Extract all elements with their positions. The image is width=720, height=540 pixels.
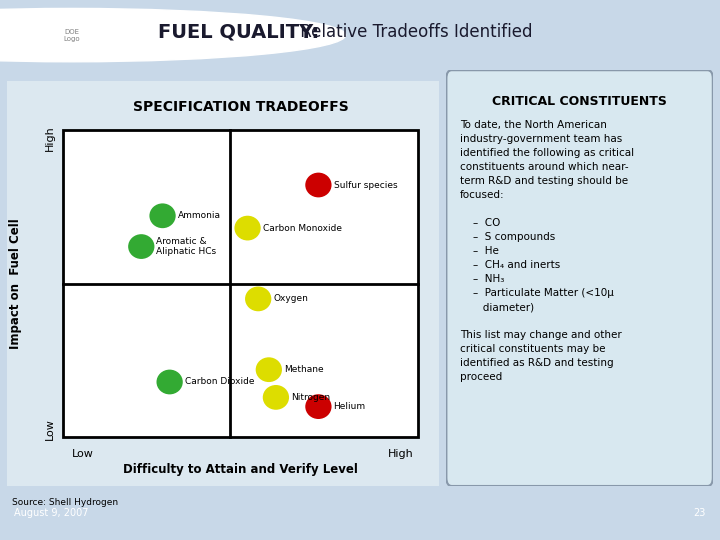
Text: Carbon Dioxide: Carbon Dioxide bbox=[185, 377, 254, 387]
Text: DOE
Logo: DOE Logo bbox=[63, 29, 81, 42]
Circle shape bbox=[129, 235, 153, 258]
Circle shape bbox=[158, 370, 181, 393]
Text: Helium: Helium bbox=[333, 402, 366, 411]
Text: Aromatic &
Aliphatic HCs: Aromatic & Aliphatic HCs bbox=[156, 237, 217, 256]
Circle shape bbox=[306, 174, 330, 197]
FancyBboxPatch shape bbox=[63, 130, 418, 437]
Text: Carbon Monoxide: Carbon Monoxide bbox=[263, 224, 342, 233]
Text: Nitrogen: Nitrogen bbox=[291, 393, 330, 402]
Text: FUEL QUALITY:: FUEL QUALITY: bbox=[158, 22, 320, 41]
Text: Source: Shell Hydrogen: Source: Shell Hydrogen bbox=[12, 498, 117, 507]
Text: Low: Low bbox=[72, 449, 94, 458]
FancyBboxPatch shape bbox=[446, 70, 713, 486]
Text: Difficulty to Attain and Verify Level: Difficulty to Attain and Verify Level bbox=[123, 463, 358, 476]
Text: August 9, 2007: August 9, 2007 bbox=[14, 508, 89, 518]
Text: Low: Low bbox=[45, 418, 55, 440]
Text: 23: 23 bbox=[693, 508, 706, 518]
Text: Ammonia: Ammonia bbox=[178, 211, 220, 220]
Text: Impact on  Fuel Cell: Impact on Fuel Cell bbox=[9, 218, 22, 349]
Text: To date, the North American
industry-government team has
identified the followin: To date, the North American industry-gov… bbox=[459, 120, 634, 382]
Circle shape bbox=[150, 205, 175, 227]
Circle shape bbox=[257, 359, 281, 381]
Text: Methane: Methane bbox=[284, 365, 323, 374]
Circle shape bbox=[0, 9, 346, 62]
Text: Relative Tradeoffs Identified: Relative Tradeoffs Identified bbox=[295, 23, 533, 40]
Text: High: High bbox=[387, 449, 413, 458]
Circle shape bbox=[264, 386, 288, 409]
Text: High: High bbox=[45, 125, 55, 151]
Text: SPECIFICATION TRADEOFFS: SPECIFICATION TRADEOFFS bbox=[132, 100, 348, 114]
Text: CRITICAL CONSTITUENTS: CRITICAL CONSTITUENTS bbox=[492, 95, 667, 108]
Text: Oxygen: Oxygen bbox=[274, 294, 308, 303]
Circle shape bbox=[246, 287, 270, 310]
Circle shape bbox=[235, 217, 260, 239]
Circle shape bbox=[306, 395, 330, 418]
Text: Sulfur species: Sulfur species bbox=[333, 180, 397, 190]
